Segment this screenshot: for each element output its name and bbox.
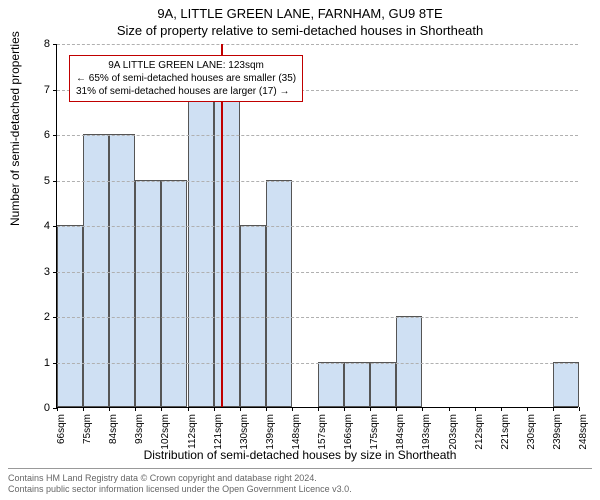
footer-line2: Contains public sector information licen… <box>8 484 592 496</box>
x-axis-label: Distribution of semi-detached houses by … <box>0 448 600 462</box>
gridline <box>57 272 578 273</box>
ytick-mark <box>53 363 57 364</box>
gridline <box>57 135 578 136</box>
ytick-label: 0 <box>30 402 50 414</box>
ytick-mark <box>53 272 57 273</box>
ytick-mark <box>53 44 57 45</box>
chart-area: 9A LITTLE GREEN LANE: 123sqm ← 65% of se… <box>56 44 578 408</box>
xtick-mark <box>553 407 554 411</box>
xtick-mark <box>240 407 241 411</box>
ytick-label: 3 <box>30 266 50 278</box>
xtick-mark <box>501 407 502 411</box>
histogram-bar <box>135 180 161 408</box>
xtick-mark <box>109 407 110 411</box>
ytick-label: 5 <box>30 175 50 187</box>
xtick-mark <box>188 407 189 411</box>
xtick-mark <box>370 407 371 411</box>
xtick-mark <box>266 407 267 411</box>
annotation-line2: ← 65% of semi-detached houses are smalle… <box>76 72 296 85</box>
xtick-mark <box>396 407 397 411</box>
ytick-label: 1 <box>30 357 50 369</box>
xtick-mark <box>527 407 528 411</box>
xtick-mark <box>449 407 450 411</box>
ytick-label: 4 <box>30 220 50 232</box>
histogram-bar <box>266 180 292 408</box>
histogram-bar <box>109 134 135 407</box>
histogram-bar <box>161 180 187 408</box>
y-axis-label: Number of semi-detached properties <box>8 31 22 226</box>
xtick-mark <box>57 407 58 411</box>
ytick-mark <box>53 226 57 227</box>
gridline <box>57 181 578 182</box>
footer-line1: Contains HM Land Registry data © Crown c… <box>8 473 592 485</box>
xtick-mark <box>292 407 293 411</box>
xtick-mark <box>214 407 215 411</box>
ytick-mark <box>53 181 57 182</box>
histogram-bar <box>396 316 422 407</box>
histogram-bar <box>553 362 579 408</box>
histogram-bar <box>188 89 214 408</box>
histogram-bar <box>318 362 344 408</box>
xtick-mark <box>422 407 423 411</box>
annotation-line1: 9A LITTLE GREEN LANE: 123sqm <box>76 59 296 72</box>
xtick-mark <box>135 407 136 411</box>
xtick-mark <box>475 407 476 411</box>
histogram-bar <box>240 225 266 407</box>
annotation-line3: 31% of semi-detached houses are larger (… <box>76 85 296 98</box>
plot-area: 9A LITTLE GREEN LANE: 123sqm ← 65% of se… <box>56 44 578 408</box>
xtick-mark <box>83 407 84 411</box>
histogram-bar <box>344 362 370 408</box>
xtick-mark <box>344 407 345 411</box>
histogram-bar <box>57 225 83 407</box>
ytick-label: 2 <box>30 311 50 323</box>
histogram-bar <box>83 134 109 407</box>
footer: Contains HM Land Registry data © Crown c… <box>8 468 592 496</box>
xtick-mark <box>161 407 162 411</box>
ytick-mark <box>53 90 57 91</box>
ytick-mark <box>53 317 57 318</box>
ytick-mark <box>53 135 57 136</box>
gridline <box>57 317 578 318</box>
ytick-label: 7 <box>30 84 50 96</box>
xtick-mark <box>318 407 319 411</box>
gridline <box>57 363 578 364</box>
chart-title-main: 9A, LITTLE GREEN LANE, FARNHAM, GU9 8TE <box>0 0 600 21</box>
gridline <box>57 226 578 227</box>
annotation-box: 9A LITTLE GREEN LANE: 123sqm ← 65% of se… <box>69 55 303 102</box>
ytick-label: 8 <box>30 38 50 50</box>
ytick-mark <box>53 408 57 409</box>
xtick-mark <box>579 407 580 411</box>
histogram-bar <box>214 89 240 408</box>
histogram-bar <box>370 362 396 408</box>
gridline <box>57 44 578 45</box>
ytick-label: 6 <box>30 129 50 141</box>
chart-title-sub: Size of property relative to semi-detach… <box>0 21 600 38</box>
